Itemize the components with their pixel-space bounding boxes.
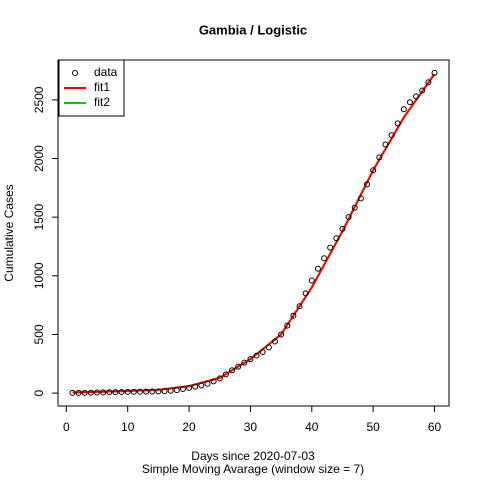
data-point <box>87 389 94 396</box>
data-point <box>204 380 211 387</box>
data-point <box>370 167 377 174</box>
data-point <box>333 235 340 242</box>
legend-label: data <box>94 65 118 79</box>
data-point <box>253 352 260 359</box>
data-point <box>118 389 125 396</box>
data-point <box>216 375 223 382</box>
data-point <box>229 367 236 374</box>
data-point <box>357 195 364 202</box>
plot-frame <box>57 59 450 407</box>
data-point <box>339 225 346 232</box>
data-point <box>192 383 199 390</box>
chart-title: Gambia / Logistic <box>199 22 307 37</box>
data-point <box>345 214 352 221</box>
x-tick-label: 30 <box>244 420 258 434</box>
data-point <box>278 331 285 338</box>
y-tick-label: 500 <box>32 324 46 344</box>
data-point <box>247 356 254 363</box>
data-point <box>376 154 383 161</box>
data-point <box>81 389 88 396</box>
data-point <box>241 359 248 366</box>
x-axis-label: Days since 2020-07-03 <box>191 449 315 463</box>
x-tick-label: 0 <box>63 420 70 434</box>
data-point <box>124 388 131 395</box>
y-axis-label: Cumulative Cases <box>2 184 16 281</box>
fit-line <box>72 73 436 394</box>
data-point <box>271 338 278 345</box>
data-point <box>425 79 432 86</box>
data-point <box>394 120 401 127</box>
y-tick-label: 1500 <box>32 203 46 230</box>
data-point <box>173 387 180 394</box>
data-point <box>265 344 272 351</box>
x-tick-label: 20 <box>182 420 196 434</box>
data-point <box>327 244 334 251</box>
legend-label: fit2 <box>94 95 110 109</box>
legend-label: fit1 <box>94 80 110 94</box>
data-point <box>364 181 371 188</box>
data-point <box>100 389 107 396</box>
data-point <box>94 389 101 396</box>
data-point <box>413 93 420 100</box>
y-tick-label: 2500 <box>32 86 46 113</box>
data-point <box>284 322 291 329</box>
y-tick-label: 0 <box>32 389 46 396</box>
data-point <box>296 303 303 310</box>
legend-swatch <box>72 70 78 76</box>
data-point <box>149 388 156 395</box>
x-tick-label: 40 <box>305 420 319 434</box>
data-point <box>259 349 266 356</box>
data-point <box>290 312 297 319</box>
data-point <box>155 388 162 395</box>
y-tick-label: 1000 <box>32 262 46 289</box>
data-point <box>351 204 358 211</box>
data-point <box>179 385 186 392</box>
data-point <box>106 389 113 396</box>
x-tick-label: 10 <box>121 420 135 434</box>
data-point <box>419 87 426 94</box>
data-point <box>302 290 309 297</box>
data-point <box>69 389 76 396</box>
data-point <box>431 69 438 76</box>
data-point <box>186 384 193 391</box>
y-tick-label: 2000 <box>32 145 46 172</box>
data-point <box>210 378 217 385</box>
data-point <box>382 141 389 148</box>
subtitle: Simple Moving Avarage (window size = 7) <box>142 462 364 476</box>
data-point <box>75 389 82 396</box>
data-point <box>143 388 150 395</box>
x-tick-label: 50 <box>366 420 380 434</box>
x-tick-label: 60 <box>428 420 442 434</box>
fit-line <box>72 73 436 394</box>
data-point <box>321 255 328 262</box>
data-point <box>136 388 143 395</box>
data-point <box>130 388 137 395</box>
data-point <box>406 99 413 106</box>
data-point <box>112 389 119 396</box>
data-point <box>235 363 242 370</box>
data-point <box>161 388 168 395</box>
data-point <box>314 265 321 272</box>
data-point <box>400 106 407 113</box>
data-point <box>222 371 229 378</box>
data-point <box>198 382 205 389</box>
data-point <box>388 132 395 139</box>
data-point <box>167 387 174 394</box>
data-point <box>308 277 315 284</box>
